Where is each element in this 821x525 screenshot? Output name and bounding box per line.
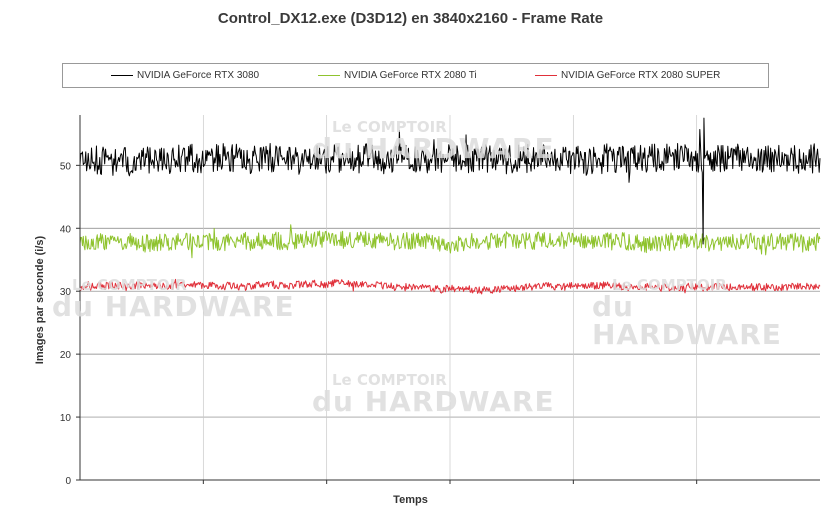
legend-label-rtx3080: NVIDIA GeForce RTX 3080 — [137, 70, 260, 81]
y-tick-label-50: 50 — [60, 161, 72, 172]
x-axis-label: Temps — [393, 494, 428, 506]
series-lines — [79, 117, 821, 295]
legend-label-rtx2080ti: NVIDIA GeForce RTX 2080 Ti — [344, 70, 477, 81]
y-tick-label-30: 30 — [60, 287, 72, 298]
series-line-nvidia-geforce-rtx-3080 — [79, 117, 821, 245]
y-tick-label-0: 0 — [65, 476, 71, 487]
axes: 0 10 20 30 40 50 — [60, 115, 820, 487]
legend-swatch-rtx2080ti — [318, 74, 340, 76]
y-tick-label-40: 40 — [60, 224, 72, 235]
legend-item-rtx3080: NVIDIA GeForce RTX 3080 — [111, 70, 259, 81]
legend-item-rtx2080super: NVIDIA GeForce RTX 2080 SUPER — [535, 70, 720, 81]
legend-swatch-rtx2080super — [535, 74, 557, 76]
chart-legend: NVIDIA GeForce RTX 3080 NVIDIA GeForce R… — [62, 63, 769, 88]
legend-item-rtx2080ti: NVIDIA GeForce RTX 2080 Ti — [318, 70, 477, 81]
y-tick-label-10: 10 — [60, 413, 72, 424]
legend-label-rtx2080super: NVIDIA GeForce RTX 2080 SUPER — [561, 70, 721, 81]
watermark-top: Le COMPTOIR du HARDWARE — [312, 118, 555, 165]
legend-swatch-rtx3080 — [111, 74, 133, 76]
chart-title: Control_DX12.exe (D3D12) en 3840x2160 - … — [217, 10, 604, 27]
watermark-left: Le COMPTOIR du HARDWARE — [52, 276, 295, 323]
series-line-nvidia-geforce-rtx-2080-ti — [79, 224, 821, 259]
y-axis-label: Images par seconde (i/s) — [34, 235, 46, 365]
series-line-nvidia-geforce-rtx-2080-super — [79, 278, 821, 295]
y-tick-label-20: 20 — [60, 350, 72, 361]
watermark-bottom: Le COMPTOIR du HARDWARE — [312, 371, 555, 418]
watermark-right: Le COMPTOIR du HARDWARE — [592, 276, 782, 351]
